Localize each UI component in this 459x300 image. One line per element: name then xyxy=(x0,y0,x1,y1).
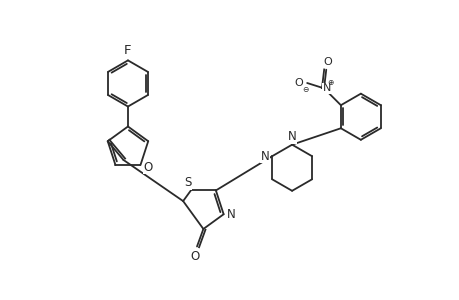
Text: O: O xyxy=(323,57,332,67)
Text: ⊖: ⊖ xyxy=(302,85,308,94)
Text: N: N xyxy=(260,150,269,163)
Text: N: N xyxy=(287,130,296,143)
Text: N: N xyxy=(322,83,330,93)
Text: S: S xyxy=(184,176,191,189)
Text: O: O xyxy=(190,250,199,263)
Text: F: F xyxy=(124,44,131,57)
Text: N: N xyxy=(227,208,235,221)
Text: ⊕: ⊕ xyxy=(326,78,333,87)
Text: O: O xyxy=(143,161,152,174)
Text: O: O xyxy=(294,78,303,88)
